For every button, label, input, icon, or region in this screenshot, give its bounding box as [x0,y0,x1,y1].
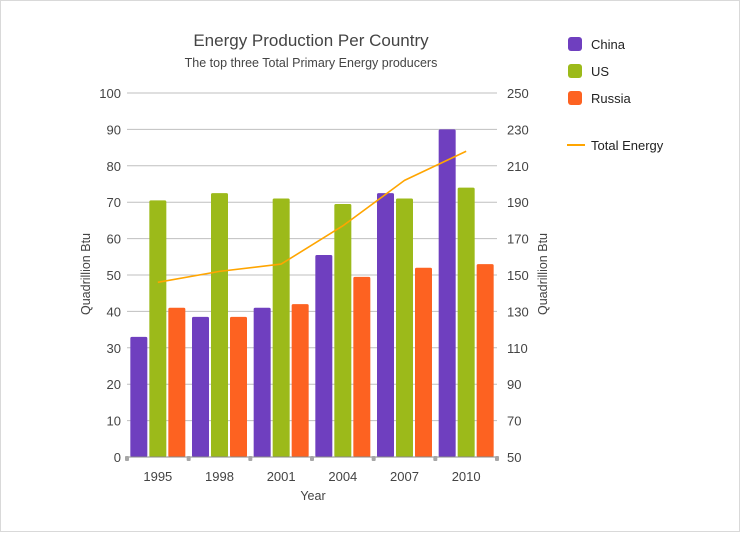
y2-tick-label: 250 [507,86,529,101]
y-tick-label: 40 [107,304,121,319]
bars [130,129,494,457]
y-tick-label: 10 [107,414,121,429]
y2-tick-label: 50 [507,450,521,465]
legend-swatch [568,91,582,105]
y-tick-label: 30 [107,341,121,356]
bar-russia [353,276,371,457]
y2-tick-label: 210 [507,159,529,174]
y2-tick-label: 70 [507,414,521,429]
chart-title: Energy Production Per Country [193,31,429,50]
bar-china [315,254,333,457]
y-tick-label: 80 [107,159,121,174]
bar-us [334,204,352,457]
legend-label: Total Energy [591,138,664,153]
y-tick-label: 100 [99,86,121,101]
x-tick-label: 2010 [452,469,481,484]
bar-china [377,193,394,457]
y-axis-label: Quadrillion Btu [79,233,93,315]
y2-axis-ticks: 50 70 90 110 130 150 170 190 210 230 250 [507,86,529,465]
y-tick-label: 50 [107,268,121,283]
y-tick-label: 0 [114,450,121,465]
y2-tick-label: 150 [507,268,529,283]
y-tick-label: 90 [107,122,121,137]
legend-swatch [568,37,582,51]
x-axis: 1995 1998 2001 2004 2007 2010 [125,456,499,484]
bar-us [272,198,290,457]
x-tick-label: 1995 [143,469,172,484]
y-tick-label: 20 [107,377,121,392]
legend-label: US [591,64,609,79]
x-tick-label: 1998 [205,469,234,484]
x-axis-tick [125,456,129,461]
legend: China US Russia Total Energy [567,37,664,153]
x-axis-tick [186,456,191,461]
x-tick-label: 2007 [390,469,419,484]
bar-russia [415,267,432,457]
y2-tick-label: 190 [507,195,529,210]
y2-tick-label: 110 [507,341,528,356]
y2-tick-label: 90 [507,377,521,392]
y-axis-ticks: 0 10 20 30 40 50 60 70 80 90 100 [99,86,121,465]
y-tick-label: 60 [107,232,121,247]
bar-us [396,198,413,457]
legend-label: Russia [591,91,632,106]
total-energy-line-layer [157,150,467,284]
x-axis-tick [248,456,253,461]
x-axis-tick [310,456,314,461]
bar-china [192,316,209,457]
legend-swatch [568,64,582,78]
bar-china [253,307,271,457]
chart-subtitle: The top three Total Primary Energy produ… [185,56,438,70]
bar-russia [291,304,309,457]
x-axis-label: Year [300,489,325,503]
x-axis-tick [433,456,438,461]
bar-china [438,129,456,457]
x-axis-tick [495,456,499,461]
bar-russia [168,307,186,457]
legend-label: China [591,37,626,52]
y2-tick-label: 130 [507,304,529,319]
y-tick-label: 70 [107,195,121,210]
x-axis-tick [371,456,376,461]
line-total-energy [157,150,467,284]
x-tick-label: 2004 [328,469,357,484]
gridlines [127,92,497,458]
y2-tick-label: 170 [507,232,529,247]
bar-russia [230,316,247,457]
bar-china [130,336,148,457]
bar-us [211,193,228,457]
y2-tick-label: 230 [507,122,529,137]
bar-us [149,200,167,457]
x-tick-label: 2001 [267,469,296,484]
y2-axis-label: Quadrillion Btu [536,233,550,315]
bar-us [457,187,475,457]
bar-russia [476,264,494,457]
